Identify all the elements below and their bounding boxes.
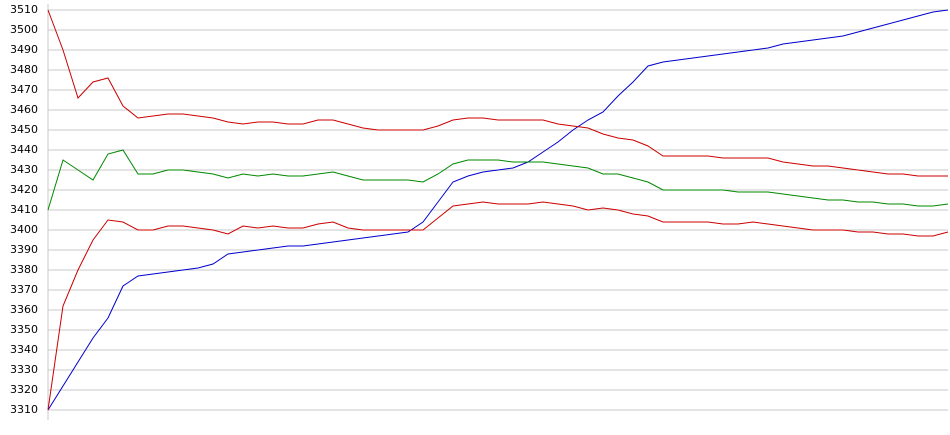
y-tick-label: 3330 [10, 363, 38, 376]
y-tick-label: 3360 [10, 303, 38, 316]
line-series [47, 9, 948, 177]
y-tick-label: 3500 [10, 23, 38, 36]
y-tick-label: 3460 [10, 103, 38, 116]
y-tick-label: 3380 [10, 263, 38, 276]
y-tick-label: 3350 [10, 323, 38, 336]
line-series [47, 9, 949, 411]
y-tick-label: 3480 [10, 63, 38, 76]
y-tick-label: 3390 [10, 243, 38, 256]
line-series [47, 201, 949, 411]
y-tick-label: 3450 [10, 123, 38, 136]
y-tick-label: 3430 [10, 163, 38, 176]
y-tick-label: 3400 [10, 223, 38, 236]
line-series [47, 149, 949, 211]
y-tick-label: 3510 [10, 3, 38, 16]
y-tick-label: 3410 [10, 203, 38, 216]
y-tick-label: 3420 [10, 183, 38, 196]
y-tick-label: 3370 [10, 283, 38, 296]
y-tick-label: 3490 [10, 43, 38, 56]
y-tick-label: 3320 [10, 383, 38, 396]
y-tick-label: 3440 [10, 143, 38, 156]
y-tick-label: 3470 [10, 83, 38, 96]
y-tick-label: 3340 [10, 343, 38, 356]
y-tick-label: 3310 [10, 403, 38, 416]
